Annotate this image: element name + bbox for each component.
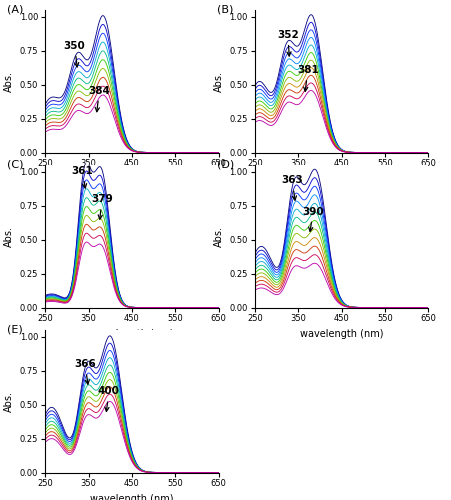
Text: 366: 366 (74, 360, 96, 384)
Y-axis label: Abs.: Abs. (214, 226, 224, 246)
X-axis label: wavelength (nm): wavelength (nm) (90, 174, 174, 184)
Text: 379: 379 (91, 194, 113, 219)
Text: (D): (D) (216, 160, 234, 170)
Y-axis label: Abs.: Abs. (4, 391, 14, 412)
Text: 361: 361 (72, 166, 93, 188)
Text: (B): (B) (216, 4, 233, 15)
Text: 363: 363 (281, 176, 303, 200)
X-axis label: wavelength (nm): wavelength (nm) (300, 174, 383, 184)
Text: 352: 352 (277, 30, 299, 56)
X-axis label: wavelength (nm): wavelength (nm) (300, 329, 383, 339)
Y-axis label: Abs.: Abs. (4, 226, 14, 246)
Text: (C): (C) (7, 160, 23, 170)
Text: (A): (A) (7, 4, 23, 15)
Y-axis label: Abs.: Abs. (214, 70, 224, 92)
X-axis label: wavelength (nm): wavelength (nm) (90, 494, 174, 500)
Text: (E): (E) (7, 324, 23, 334)
Text: 350: 350 (64, 40, 86, 67)
Text: 390: 390 (302, 206, 324, 232)
Text: 381: 381 (297, 65, 319, 92)
Text: 400: 400 (98, 386, 120, 411)
Text: 384: 384 (88, 86, 110, 112)
Y-axis label: Abs.: Abs. (4, 70, 14, 92)
X-axis label: wavelength (nm): wavelength (nm) (90, 329, 174, 339)
